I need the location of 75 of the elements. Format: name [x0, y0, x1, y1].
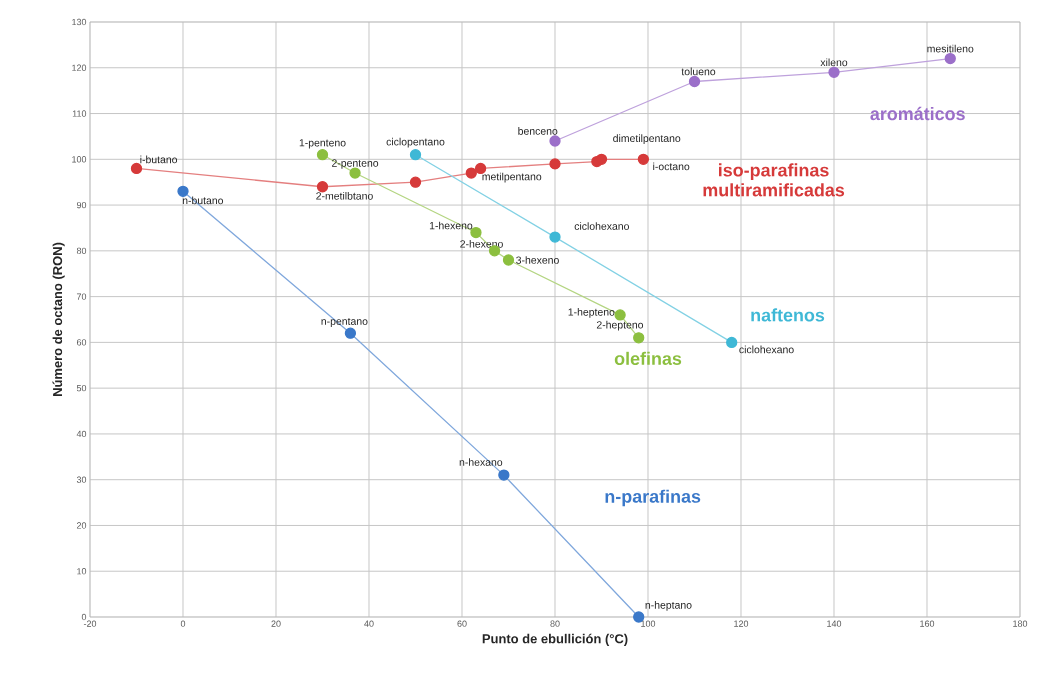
x-tick-label: 80: [550, 620, 560, 627]
annotation: metilpentano: [482, 172, 542, 183]
point: [944, 52, 956, 65]
point: [465, 167, 477, 179]
annotation: xileno: [820, 58, 848, 67]
x-tick-label: 180: [1013, 620, 1028, 627]
annotation: 2-metilbtano: [316, 191, 373, 200]
annotation: i-butano: [140, 155, 178, 164]
annotation: n-hexano: [459, 458, 503, 466]
annotation: mesitileno: [927, 44, 974, 53]
point: [409, 176, 422, 188]
point: [633, 332, 645, 344]
x-tick-label: -20: [83, 620, 97, 627]
y-tick-label: 110: [72, 110, 87, 117]
y-tick-label: 100: [72, 156, 87, 163]
annotation: n-heptano: [645, 601, 692, 611]
text: n-parafinas: [605, 489, 701, 507]
x-tick-label: 60: [457, 620, 467, 627]
y-tick-label: 50: [76, 384, 87, 392]
annotation: n-pentano: [321, 318, 368, 328]
annotation: ciclohexano: [739, 345, 794, 354]
annotation: ciclopentano: [386, 137, 445, 148]
y-tick-label: 20: [76, 522, 87, 529]
x-tick-label: 0: [180, 620, 186, 627]
point: [177, 185, 189, 197]
y-axis-title: Número de octano (RON): [52, 242, 65, 396]
annotation: 1-hexeno: [429, 221, 473, 230]
point: [726, 336, 738, 349]
annotation: dimetilpentano: [613, 134, 681, 145]
annotation: 3-hexeno: [516, 256, 559, 264]
point: [614, 309, 626, 321]
annotation: 2-hexeno: [460, 239, 503, 248]
x-tick-label: 140: [827, 620, 842, 627]
point: [549, 158, 561, 170]
y-tick-label: 80: [76, 247, 87, 255]
point: [344, 327, 357, 339]
y-tick-label: 30: [76, 476, 87, 483]
annotation: 2-penteno: [332, 159, 379, 169]
text: iso-parafinas multiramificadas: [703, 163, 845, 197]
x-axis-title: Punto de ebullición (°C): [482, 633, 628, 646]
annotation: 2-hepteno: [596, 320, 644, 331]
y-tick-label: 120: [72, 64, 87, 71]
y-tick-label: 90: [76, 201, 87, 209]
point: [502, 254, 515, 266]
annotation: ciclohexano: [574, 222, 629, 230]
y-tick-label: 10: [77, 568, 87, 575]
y-tick-label: 130: [72, 18, 87, 26]
text: aromáticos: [870, 106, 965, 121]
point: [637, 153, 650, 165]
annotation: tolueno: [681, 67, 716, 76]
annotation: 1-penteno: [299, 139, 346, 149]
point: [498, 469, 510, 481]
annotation: 1-hepteno: [568, 308, 615, 318]
annotation: i-octano: [653, 162, 690, 171]
y-tick-label: 60: [76, 339, 87, 346]
x-tick-label: 160: [920, 620, 935, 627]
x-tick-label: 40: [364, 620, 374, 627]
point: [130, 162, 143, 175]
point: [409, 149, 422, 161]
point: [316, 149, 329, 161]
annotation: n-butano: [182, 196, 224, 205]
y-tick-label: 0: [81, 613, 87, 621]
x-tick-label: 20: [271, 620, 281, 627]
y-tick-label: 40: [76, 430, 87, 438]
annotation: benceno: [518, 127, 558, 135]
y-tick-label: 70: [76, 293, 87, 300]
x-tick-label: 100: [641, 620, 656, 627]
series-label: olefinas: [614, 351, 682, 365]
point: [688, 75, 701, 88]
point: [549, 135, 561, 147]
x-tick-label: 120: [734, 620, 749, 627]
point: [828, 66, 840, 78]
point: [549, 231, 561, 243]
point: [316, 181, 329, 193]
series-label: naftenos: [751, 308, 825, 322]
